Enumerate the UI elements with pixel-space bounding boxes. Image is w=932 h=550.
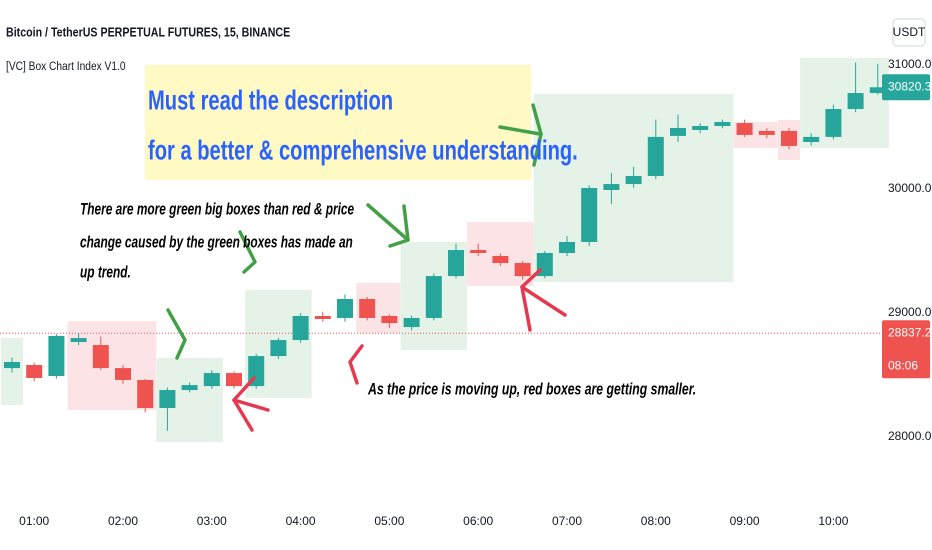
- x-tick-label: 07:00: [552, 514, 582, 528]
- candle-body: [647, 136, 664, 176]
- candle-body: [847, 93, 864, 110]
- candle-body: [758, 130, 775, 135]
- candle-body: [559, 241, 575, 253]
- candle-body: [492, 255, 509, 264]
- candle-body: [869, 87, 886, 94]
- red-arrow: [348, 344, 364, 385]
- green-arrow: [498, 125, 542, 136]
- candle-body: [603, 184, 620, 190]
- candle-body: [403, 317, 420, 328]
- x-tick-label: 05:00: [374, 514, 404, 528]
- candle-body: [203, 373, 220, 387]
- candle-body: [26, 364, 43, 379]
- annotation-text: As the price is moving up, red boxes are…: [367, 381, 696, 399]
- price-countdown: 08:06: [888, 358, 918, 372]
- candle-body: [425, 276, 442, 318]
- candle-body: [381, 315, 398, 324]
- candle-body: [115, 368, 131, 380]
- candle-body: [581, 188, 598, 242]
- price-label-box: [882, 320, 930, 379]
- candle-body: [825, 109, 842, 137]
- candle-body: [514, 263, 531, 277]
- callout-background: [145, 65, 531, 180]
- candle-body: [92, 345, 109, 369]
- annotation-text: There are more green big boxes than red …: [80, 201, 354, 220]
- currency-label[interactable]: USDT: [893, 25, 926, 39]
- green-arrow: [166, 308, 187, 360]
- green-arrow: [388, 204, 410, 248]
- x-tick-label: 10:00: [818, 514, 848, 528]
- candle-body: [4, 362, 20, 369]
- candle-body: [803, 136, 820, 143]
- callout-text: Must read the description: [148, 85, 393, 116]
- x-tick-label: 04:00: [286, 514, 316, 528]
- green-arrow: [531, 103, 543, 167]
- box: [533, 94, 734, 283]
- candle-body: [337, 299, 353, 318]
- y-tick-label: 29000.0: [888, 305, 932, 319]
- candle-body: [314, 315, 331, 319]
- x-tick-label: 08:00: [641, 514, 671, 528]
- y-tick-label: 30000.0: [888, 181, 932, 195]
- text-layer: 01:00 02:00 03:00 04:00 05:00 06:00 07:00 08:00…: [6, 24, 932, 528]
- annotation-text: change caused by the green boxes has mad…: [80, 234, 353, 253]
- candle-body: [714, 122, 731, 127]
- price-label: 28837.2: [888, 325, 932, 339]
- x-tick-label: 03:00: [197, 514, 227, 528]
- x-tick-label: 01:00: [19, 514, 49, 528]
- candle-body: [670, 127, 686, 136]
- candle-body: [625, 175, 642, 185]
- price-label-box: [882, 74, 930, 101]
- currency-button[interactable]: [892, 18, 926, 47]
- red-arrow: [232, 398, 270, 412]
- x-tick-label: 06:00: [463, 514, 493, 528]
- candle-body: [159, 390, 176, 409]
- candle-layer: [0, 62, 886, 431]
- candle-body: [70, 338, 87, 343]
- x-tick-label: 09:00: [730, 514, 760, 528]
- candle-body: [181, 385, 198, 391]
- candle-body: [470, 250, 487, 253]
- candle-body: [48, 335, 65, 377]
- x-tick-label: 02:00: [108, 514, 138, 528]
- green-arrow: [366, 203, 410, 242]
- candle-body: [359, 299, 376, 318]
- box-layer: [1, 57, 889, 442]
- candle-body: [736, 123, 753, 135]
- callout-text: for a better & comprehensive understandi…: [148, 135, 578, 166]
- annotation-text: up trend.: [80, 264, 131, 283]
- arrows: [166, 103, 567, 432]
- candle-body: [226, 373, 242, 387]
- y-tick-label: 31000.0: [888, 57, 932, 71]
- price-label: 30820.3: [888, 79, 932, 93]
- candle-body: [692, 126, 709, 130]
- candle-body: [448, 250, 464, 277]
- chart-title: Bitcoin / TetherUS PERPETUAL FUTURES, 15…: [6, 24, 290, 39]
- candle-body: [292, 315, 309, 341]
- candle-body: [781, 130, 797, 146]
- y-tick-label: 28000.0: [888, 429, 932, 443]
- red-arrow: [520, 285, 567, 317]
- candle-body: [270, 340, 287, 357]
- box: [800, 57, 889, 148]
- indicator-name: [VC] Box Chart Index V1.0: [6, 60, 126, 73]
- green-arrow: [238, 230, 257, 274]
- candle-body: [137, 379, 154, 409]
